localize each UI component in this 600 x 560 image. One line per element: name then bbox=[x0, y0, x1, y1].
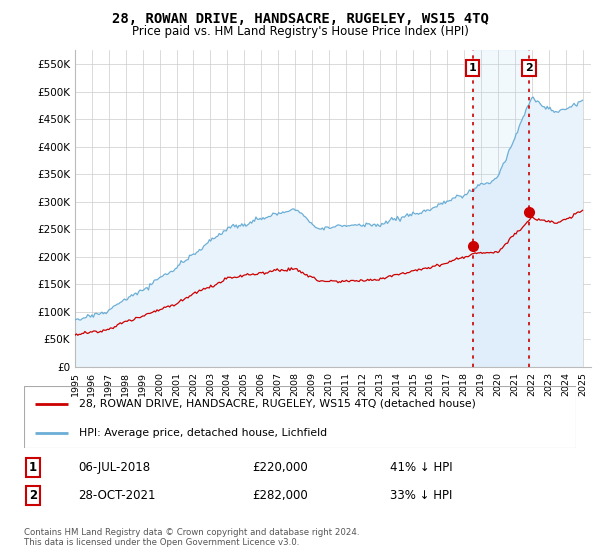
Text: £282,000: £282,000 bbox=[252, 489, 308, 502]
Text: Contains HM Land Registry data © Crown copyright and database right 2024.
This d: Contains HM Land Registry data © Crown c… bbox=[24, 528, 359, 547]
Text: 28, ROWAN DRIVE, HANDSACRE, RUGELEY, WS15 4TQ: 28, ROWAN DRIVE, HANDSACRE, RUGELEY, WS1… bbox=[112, 12, 488, 26]
Bar bbox=[473, 50, 529, 367]
Text: 28, ROWAN DRIVE, HANDSACRE, RUGELEY, WS15 4TQ (detached house): 28, ROWAN DRIVE, HANDSACRE, RUGELEY, WS1… bbox=[79, 399, 476, 409]
Text: 1: 1 bbox=[29, 461, 37, 474]
Text: 06-JUL-2018: 06-JUL-2018 bbox=[78, 461, 150, 474]
Text: 33% ↓ HPI: 33% ↓ HPI bbox=[390, 489, 452, 502]
Text: 2: 2 bbox=[525, 63, 533, 73]
Text: HPI: Average price, detached house, Lichfield: HPI: Average price, detached house, Lich… bbox=[79, 428, 328, 437]
Text: £220,000: £220,000 bbox=[252, 461, 308, 474]
Text: 41% ↓ HPI: 41% ↓ HPI bbox=[390, 461, 452, 474]
Text: Price paid vs. HM Land Registry's House Price Index (HPI): Price paid vs. HM Land Registry's House … bbox=[131, 25, 469, 38]
Text: 1: 1 bbox=[469, 63, 476, 73]
Text: 28-OCT-2021: 28-OCT-2021 bbox=[78, 489, 155, 502]
Text: 2: 2 bbox=[29, 489, 37, 502]
